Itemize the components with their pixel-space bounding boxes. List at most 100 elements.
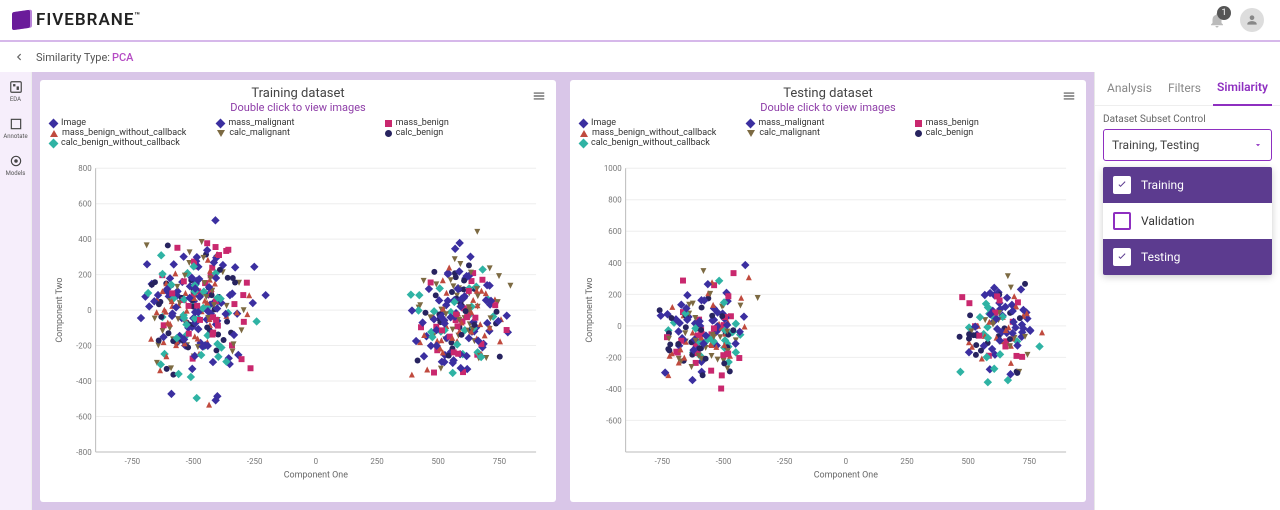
chart-subtitle: Double click to view images bbox=[50, 101, 546, 114]
legend-label: mass_benign_without_callback bbox=[62, 128, 186, 138]
right-panel: Analysis Filters Similarity Dataset Subs… bbox=[1094, 72, 1280, 510]
svg-text:Component One: Component One bbox=[814, 471, 878, 481]
svg-text:800: 800 bbox=[608, 196, 621, 205]
annotate-icon bbox=[9, 117, 23, 131]
svg-text:-500: -500 bbox=[716, 457, 732, 466]
svg-text:-250: -250 bbox=[247, 457, 263, 466]
legend-item-mass_benign[interactable]: mass_benign bbox=[385, 118, 546, 128]
user-icon bbox=[1245, 13, 1259, 27]
legend-item-calc_malignant[interactable]: calc_malignant bbox=[217, 128, 378, 138]
topbar: FIVEBRANE™ 1 bbox=[0, 0, 1280, 42]
legend-item-mass_malignant[interactable]: mass_malignant bbox=[747, 118, 908, 128]
svg-text:250: 250 bbox=[370, 457, 383, 466]
svg-text:-750: -750 bbox=[655, 457, 671, 466]
legend-item-calc_benign_without_callback[interactable]: calc_benign_without_callback bbox=[580, 138, 741, 148]
legend-label: calc_benign_without_callback bbox=[591, 138, 710, 148]
plot-area: -600-400-20002004006008001000-750-500-25… bbox=[580, 150, 1076, 492]
svg-text:Component Two: Component Two bbox=[585, 278, 595, 343]
rail-label-eda: EDA bbox=[10, 96, 21, 103]
hamburger-icon bbox=[1062, 89, 1076, 103]
subset-option-label: Testing bbox=[1141, 250, 1180, 264]
svg-text:1000: 1000 bbox=[604, 164, 622, 173]
svg-text:800: 800 bbox=[78, 164, 91, 173]
brand-logo-icon bbox=[12, 10, 30, 31]
svg-text:-400: -400 bbox=[76, 377, 92, 386]
svg-text:750: 750 bbox=[1023, 457, 1036, 466]
tab-analysis[interactable]: Analysis bbox=[1103, 73, 1156, 105]
chart-card-training: Training datasetDouble click to view ima… bbox=[40, 80, 556, 502]
subset-option-testing[interactable]: Testing bbox=[1103, 239, 1272, 275]
chart-menu-button[interactable] bbox=[1062, 88, 1076, 107]
subset-dropdown: Training Validation Testing bbox=[1103, 167, 1272, 275]
svg-text:-600: -600 bbox=[606, 416, 622, 425]
svg-text:250: 250 bbox=[900, 457, 913, 466]
back-button[interactable] bbox=[10, 48, 28, 66]
svg-text:400: 400 bbox=[78, 235, 91, 244]
chevron-left-icon bbox=[14, 52, 24, 62]
chevron-up-icon bbox=[1253, 140, 1263, 150]
subheader: Similarity Type: PCA bbox=[0, 42, 1280, 72]
chart-title: Testing dataset bbox=[580, 86, 1076, 101]
svg-text:200: 200 bbox=[608, 290, 621, 299]
svg-text:-800: -800 bbox=[76, 448, 92, 457]
legend-item-calc_benign[interactable]: calc_benign bbox=[915, 128, 1076, 138]
legend-item-image[interactable]: Image bbox=[50, 118, 211, 128]
notifications-button[interactable]: 1 bbox=[1208, 11, 1226, 29]
svg-text:-600: -600 bbox=[76, 412, 92, 421]
brand-tm: ™ bbox=[134, 11, 141, 21]
svg-text:-500: -500 bbox=[186, 457, 202, 466]
rail-label-models: Models bbox=[6, 170, 26, 177]
subset-select[interactable]: Training, Testing bbox=[1103, 129, 1272, 161]
legend-item-mass_benign_without_callback[interactable]: mass_benign_without_callback bbox=[580, 128, 741, 138]
legend-item-mass_malignant[interactable]: mass_malignant bbox=[217, 118, 378, 128]
svg-text:-200: -200 bbox=[76, 342, 92, 351]
legend-item-image[interactable]: Image bbox=[580, 118, 741, 128]
svg-text:600: 600 bbox=[608, 227, 621, 236]
legend-label: calc_malignant bbox=[759, 128, 820, 138]
legend-item-mass_benign[interactable]: mass_benign bbox=[915, 118, 1076, 128]
legend-label: mass_benign_without_callback bbox=[592, 128, 716, 138]
svg-text:-200: -200 bbox=[606, 353, 622, 362]
legend-label: Image bbox=[61, 118, 86, 128]
brand-name: FIVEBRANE™ bbox=[36, 10, 141, 30]
chart-menu-button[interactable] bbox=[532, 88, 546, 107]
subset-option-validation[interactable]: Validation bbox=[1103, 203, 1272, 239]
rail-item-models[interactable]: Models bbox=[2, 154, 30, 177]
panel-body: Dataset Subset Control Training, Testing… bbox=[1095, 106, 1280, 283]
rail-item-eda[interactable]: EDA bbox=[2, 80, 30, 103]
legend-label: Image bbox=[591, 118, 616, 128]
scatter-plot-training[interactable]: -800-600-400-2000200400600800-750-500-25… bbox=[50, 150, 546, 492]
models-icon bbox=[9, 154, 23, 168]
svg-text:-250: -250 bbox=[777, 457, 793, 466]
legend-item-calc_benign_without_callback[interactable]: calc_benign_without_callback bbox=[50, 138, 211, 148]
svg-text:0: 0 bbox=[314, 457, 318, 466]
svg-text:0: 0 bbox=[844, 457, 848, 466]
scatter-plot-testing[interactable]: -600-400-20002004006008001000-750-500-25… bbox=[580, 150, 1076, 492]
hamburger-icon bbox=[532, 89, 546, 103]
legend-label: mass_malignant bbox=[228, 118, 294, 128]
tab-similarity[interactable]: Similarity bbox=[1213, 72, 1272, 106]
subset-option-label: Validation bbox=[1141, 214, 1194, 228]
svg-text:500: 500 bbox=[962, 457, 975, 466]
legend-label: calc_benign_without_callback bbox=[61, 138, 180, 148]
legend-label: mass_benign bbox=[396, 118, 449, 128]
legend-label: calc_malignant bbox=[229, 128, 290, 138]
left-rail: EDA Annotate Models bbox=[0, 72, 32, 510]
checkbox-icon bbox=[1113, 212, 1131, 230]
legend-item-mass_benign_without_callback[interactable]: mass_benign_without_callback bbox=[50, 128, 211, 138]
similarity-type-label: Similarity Type: bbox=[36, 51, 110, 64]
chart-legend: Image mass_malignant mass_benign mass_benig… bbox=[50, 118, 546, 148]
svg-text:750: 750 bbox=[493, 457, 506, 466]
subset-control-label: Dataset Subset Control bbox=[1103, 114, 1272, 125]
topbar-right: 1 bbox=[1208, 8, 1264, 32]
tab-filters[interactable]: Filters bbox=[1164, 73, 1205, 105]
svg-text:-750: -750 bbox=[125, 457, 141, 466]
legend-item-calc_malignant[interactable]: calc_malignant bbox=[747, 128, 908, 138]
account-avatar[interactable] bbox=[1240, 8, 1264, 32]
legend-label: mass_benign bbox=[926, 118, 979, 128]
body: EDA Annotate Models Training datasetDoub… bbox=[0, 72, 1280, 510]
subset-option-training[interactable]: Training bbox=[1103, 167, 1272, 203]
legend-item-calc_benign[interactable]: calc_benign bbox=[385, 128, 546, 138]
rail-item-annotate[interactable]: Annotate bbox=[2, 117, 30, 140]
svg-text:0: 0 bbox=[617, 322, 621, 331]
